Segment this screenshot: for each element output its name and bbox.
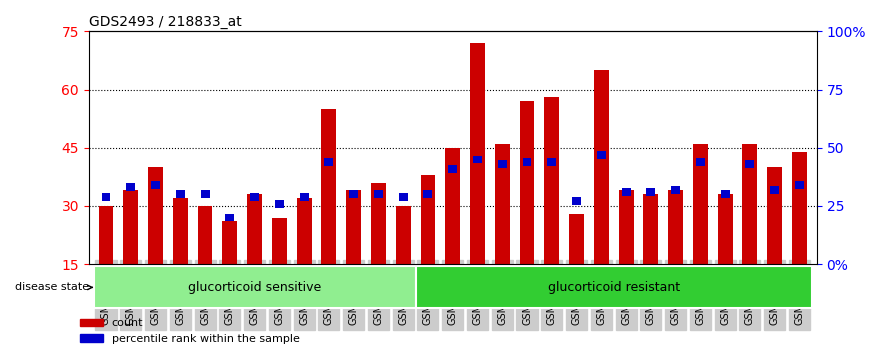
Bar: [522, 158, 531, 166]
Bar: [770, 186, 779, 194]
Bar: [322, 109, 337, 264]
Bar: [767, 167, 782, 264]
Bar: [470, 43, 485, 264]
Bar: [349, 190, 358, 198]
Text: disease state: disease state: [15, 282, 93, 292]
Bar: [173, 198, 188, 264]
Bar: [420, 175, 435, 264]
Bar: [448, 165, 457, 173]
Bar: [745, 160, 754, 168]
Bar: [374, 190, 383, 198]
Bar: [123, 190, 138, 264]
Bar: [544, 97, 559, 264]
Bar: [792, 152, 807, 264]
Bar: [272, 218, 287, 264]
FancyBboxPatch shape: [416, 267, 811, 308]
Bar: [226, 214, 234, 222]
Bar: [371, 183, 386, 264]
Bar: [495, 144, 510, 264]
Bar: [101, 193, 110, 200]
Bar: [396, 206, 411, 264]
Bar: [248, 194, 262, 264]
Bar: [473, 155, 482, 163]
Bar: [696, 158, 705, 166]
Legend: count, percentile rank within the sample: count, percentile rank within the sample: [76, 314, 304, 348]
Bar: [647, 188, 655, 196]
Bar: [297, 198, 312, 264]
Text: glucorticoid resistant: glucorticoid resistant: [548, 281, 680, 294]
Bar: [222, 222, 237, 264]
Bar: [148, 167, 163, 264]
Bar: [622, 188, 631, 196]
Bar: [693, 144, 707, 264]
Bar: [671, 186, 680, 194]
Bar: [176, 190, 185, 198]
Bar: [445, 148, 460, 264]
Text: glucorticoid sensitive: glucorticoid sensitive: [188, 281, 322, 294]
Bar: [275, 200, 284, 207]
Bar: [718, 194, 733, 264]
Bar: [324, 158, 333, 166]
Bar: [424, 190, 433, 198]
Bar: [594, 70, 609, 264]
Bar: [643, 194, 658, 264]
Bar: [151, 181, 160, 189]
Bar: [126, 183, 135, 191]
Bar: [346, 190, 361, 264]
Bar: [99, 206, 114, 264]
Bar: [300, 193, 308, 200]
Text: GDS2493 / 218833_at: GDS2493 / 218833_at: [89, 15, 241, 29]
Bar: [399, 193, 408, 200]
Bar: [201, 190, 210, 198]
Bar: [743, 144, 758, 264]
Bar: [721, 190, 729, 198]
FancyBboxPatch shape: [93, 267, 416, 308]
Bar: [572, 198, 581, 205]
Bar: [197, 206, 212, 264]
Bar: [668, 190, 683, 264]
Bar: [569, 214, 584, 264]
Bar: [250, 193, 259, 200]
Bar: [795, 181, 803, 189]
Bar: [498, 160, 507, 168]
Bar: [596, 151, 606, 159]
Bar: [547, 158, 556, 166]
Bar: [618, 190, 633, 264]
Bar: [520, 101, 535, 264]
